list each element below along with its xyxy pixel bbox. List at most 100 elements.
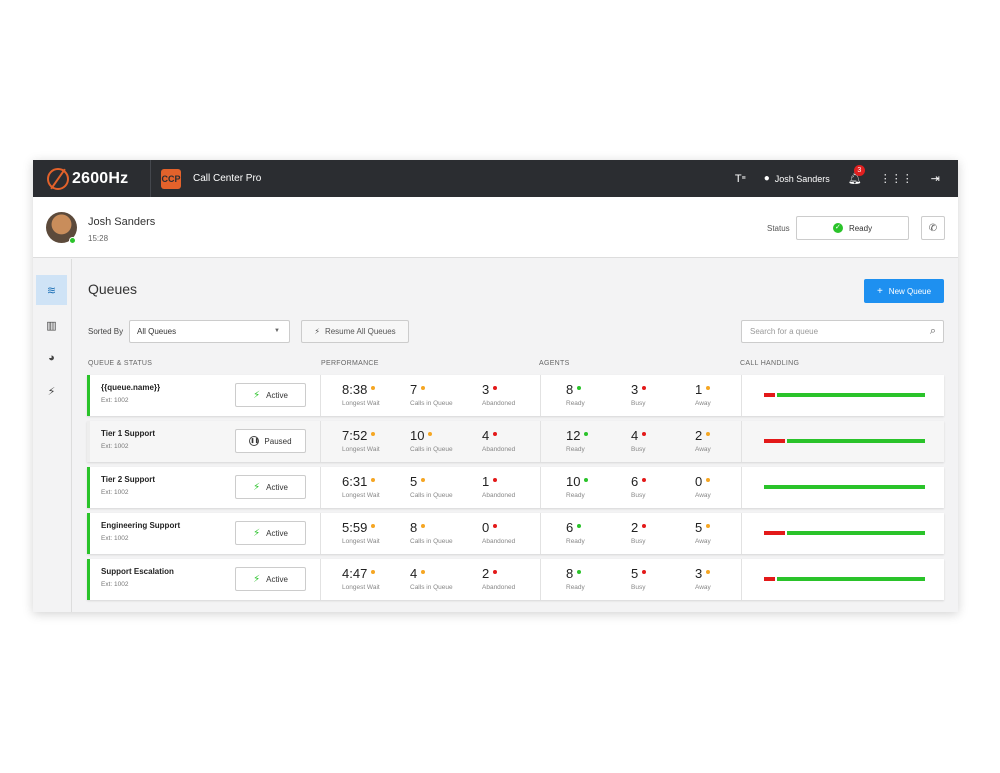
sort-select[interactable]: All Queues ▼ [129, 320, 290, 343]
status-dot [577, 385, 582, 390]
search-input[interactable] [750, 321, 920, 342]
status-dot [371, 477, 376, 482]
column-divider [320, 467, 321, 508]
bolt-icon: ⚡ [253, 527, 261, 539]
status-dot [493, 569, 498, 574]
agents-away: 3 Away [695, 565, 711, 591]
calls-in-queue: 8 Calls in Queue [410, 519, 453, 545]
bell-icon[interactable]: 🔔︎ 3 [848, 165, 865, 185]
column-divider [320, 421, 321, 462]
queue-state-button[interactable]: ❚❚ Paused [235, 429, 306, 453]
sidebar-item-queues[interactable]: ≋ [36, 275, 67, 305]
queue-state-button[interactable]: ⚡ Active [235, 383, 306, 407]
queue-state-button[interactable]: ⚡ Active [235, 475, 306, 499]
call-handling-bar [764, 531, 925, 535]
status-dot [706, 431, 711, 436]
column-divider [540, 375, 541, 416]
agents-busy-label: Busy [631, 400, 646, 407]
agents-ready-label: Ready [566, 492, 585, 499]
layers-icon: ≋ [46, 284, 57, 297]
col-header-performance: PERFORMANCE [321, 360, 379, 367]
queue-ext: Ext: 1002 [101, 489, 129, 496]
column-divider [741, 513, 742, 554]
new-queue-button[interactable]: + New Queue [864, 279, 944, 303]
resume-all-button[interactable]: ⚡ Resume All Queues [301, 320, 409, 343]
agents-ready: 10 Ready [566, 473, 589, 499]
status-label: Status [767, 224, 790, 233]
page-title: Queues [88, 281, 138, 297]
col-header-handling: CALL HANDLING [740, 360, 800, 367]
status-dot [642, 385, 647, 390]
queue-state-button[interactable]: ⚡ Active [235, 521, 306, 545]
longest-wait: 6:31 Longest Wait [342, 473, 380, 499]
user-name: Josh Sanders [88, 216, 156, 228]
queue-name: Tier 2 Support [101, 475, 156, 484]
status-dot [584, 477, 589, 482]
calls-in-queue-label: Calls in Queue [410, 400, 453, 407]
longest-wait: 4:47 Longest Wait [342, 565, 380, 591]
search-box[interactable]: ⌕ [741, 320, 944, 343]
status-dot [371, 431, 376, 436]
agents-ready-label: Ready [566, 446, 585, 453]
abandoned: 0 Abandoned [482, 519, 515, 545]
calls-in-queue: 10 Calls in Queue [410, 427, 453, 453]
sidebar: ≋ ▥ ◕ ⚡ [33, 259, 72, 612]
queue-name: Tier 1 Support [101, 429, 156, 438]
queue-row[interactable]: Tier 1 Support Ext: 1002 ❚❚ Paused 7:52 Longe… [87, 421, 944, 462]
longest-wait-value: 8:38 [342, 382, 368, 397]
queue-row[interactable]: Tier 2 Support Ext: 1002 ⚡ Active 6:31 Longes… [87, 467, 944, 508]
column-divider [320, 513, 321, 554]
agents-busy: 2 Busy [631, 519, 647, 545]
status-dot [577, 569, 582, 574]
column-divider [320, 559, 321, 600]
calls-in-queue: 5 Calls in Queue [410, 473, 453, 499]
abandoned: 4 Abandoned [482, 427, 515, 453]
apps-grid-icon[interactable]: ⋮⋮⋮ [879, 173, 913, 185]
agents-ready-value: 6 [566, 520, 574, 535]
abandoned: 1 Abandoned [482, 473, 515, 499]
status-dot [371, 523, 376, 528]
phone-icon: ✆ [928, 222, 938, 234]
longest-wait: 8:38 Longest Wait [342, 381, 380, 407]
abandoned-value: 0 [482, 520, 490, 535]
app-title: Call Center Pro [193, 173, 262, 184]
status-select[interactable]: ✓ Ready [796, 216, 909, 240]
agents-ready-value: 8 [566, 566, 574, 581]
queue-row[interactable]: {{queue.name}} Ext: 1002 ⚡ Active 8:38 Longes… [87, 375, 944, 416]
status-dot [706, 477, 711, 482]
status-dot [493, 477, 498, 482]
queue-row[interactable]: Support Escalation Ext: 1002 ⚡ Active 4:47 Lo… [87, 559, 944, 600]
text-format-icon[interactable]: T ≡ [734, 172, 746, 185]
calls-in-queue-value: 4 [410, 566, 418, 581]
user-menu[interactable]: ● Josh Sanders [764, 173, 830, 184]
status-dot [428, 431, 433, 436]
agents-busy: 4 Busy [631, 427, 647, 453]
sidebar-item-reports[interactable]: ▥ [36, 310, 67, 340]
queue-state-button[interactable]: ⚡ Active [235, 567, 306, 591]
top-bar: 2600Hz CCP Call Center Pro T ≡ ● Josh San… [33, 160, 958, 197]
brand-logo[interactable]: 2600Hz [33, 160, 151, 197]
main-content: Queues + New Queue Sorted By All Queues … [73, 259, 958, 612]
calls-in-queue-label: Calls in Queue [410, 492, 453, 499]
caret-down-icon: ▼ [274, 328, 280, 334]
longest-wait-value: 6:31 [342, 474, 368, 489]
column-divider [741, 421, 742, 462]
status-dot [493, 385, 498, 390]
sidebar-item-actions[interactable]: ⚡ [36, 376, 67, 406]
search-icon[interactable]: ⌕ [929, 325, 936, 337]
queue-name: Support Escalation [101, 567, 174, 576]
phone-button[interactable]: ✆ [921, 216, 945, 240]
agents-busy-label: Busy [631, 538, 646, 545]
status-dot [706, 523, 711, 528]
pause-icon: ❚❚ [249, 436, 260, 446]
status-dot [642, 523, 647, 528]
queue-state-label: Active [266, 574, 288, 584]
queue-row[interactable]: Engineering Support Ext: 1002 ⚡ Active 5:59 L… [87, 513, 944, 554]
longest-wait-label: Longest Wait [342, 584, 380, 591]
abandoned-value: 3 [482, 382, 490, 397]
logout-icon[interactable]: ⇥ [930, 173, 940, 185]
sort-value: All Queues [137, 327, 177, 336]
logo-text: 2600Hz [72, 169, 129, 187]
sidebar-item-global[interactable]: ◕ [36, 343, 67, 373]
column-divider [540, 559, 541, 600]
